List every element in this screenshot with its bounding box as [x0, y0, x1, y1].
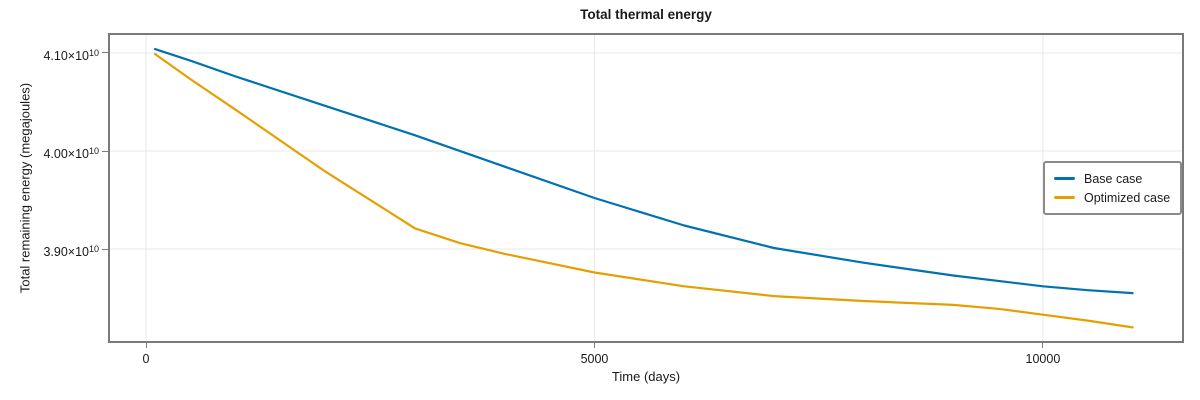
y-axis-label: Total remaining energy (megajoules): [17, 82, 33, 294]
y-tick-label-base: 3.90×10: [43, 245, 89, 259]
x-tick-label: 0: [142, 352, 150, 366]
y-tick-label-exponent: 10: [88, 47, 99, 58]
y-tick-label-exponent: 10: [88, 244, 99, 254]
legend-line-swatch-base-case: [1054, 177, 1075, 180]
legend-entry-optimized-case: Optimized case: [1054, 191, 1171, 205]
x-axis-label: Time (days): [611, 369, 681, 384]
y-tick-label: 3.90×1010: [0, 240, 99, 261]
y-tick-mark: [102, 52, 108, 54]
y-tick-mark: [102, 150, 108, 152]
legend-line-swatch-optimized-case: [1054, 196, 1075, 199]
x-tick-mark: [1042, 343, 1044, 348]
y-tick-label-base: 4.10×10: [43, 48, 89, 63]
plot-frame: [108, 33, 1184, 343]
y-tick-mark: [102, 248, 108, 250]
plot-area: [108, 33, 1184, 343]
legend-entry-base-case: Base case: [1054, 172, 1171, 186]
x-tick-label: 10000: [1025, 352, 1061, 366]
x-tick-label: 5000: [580, 352, 609, 366]
y-tick-label: 4.00×1010: [0, 142, 99, 163]
x-tick-mark: [145, 343, 147, 348]
y-tick-label-base: 4.00×10: [43, 147, 89, 161]
legend: Base case Optimized case: [1043, 161, 1182, 215]
legend-label-optimized-case: Optimized case: [1084, 190, 1171, 205]
series-line-optimized-case: [153, 52, 1134, 329]
legend-label-base-case: Base case: [1084, 171, 1143, 186]
y-tick-label: 4.10×1010: [0, 44, 99, 65]
chart-title: Total thermal energy: [580, 7, 712, 22]
y-tick-label-exponent: 10: [88, 146, 99, 156]
series-line-base-case: [153, 48, 1134, 295]
x-tick-mark: [593, 343, 595, 348]
